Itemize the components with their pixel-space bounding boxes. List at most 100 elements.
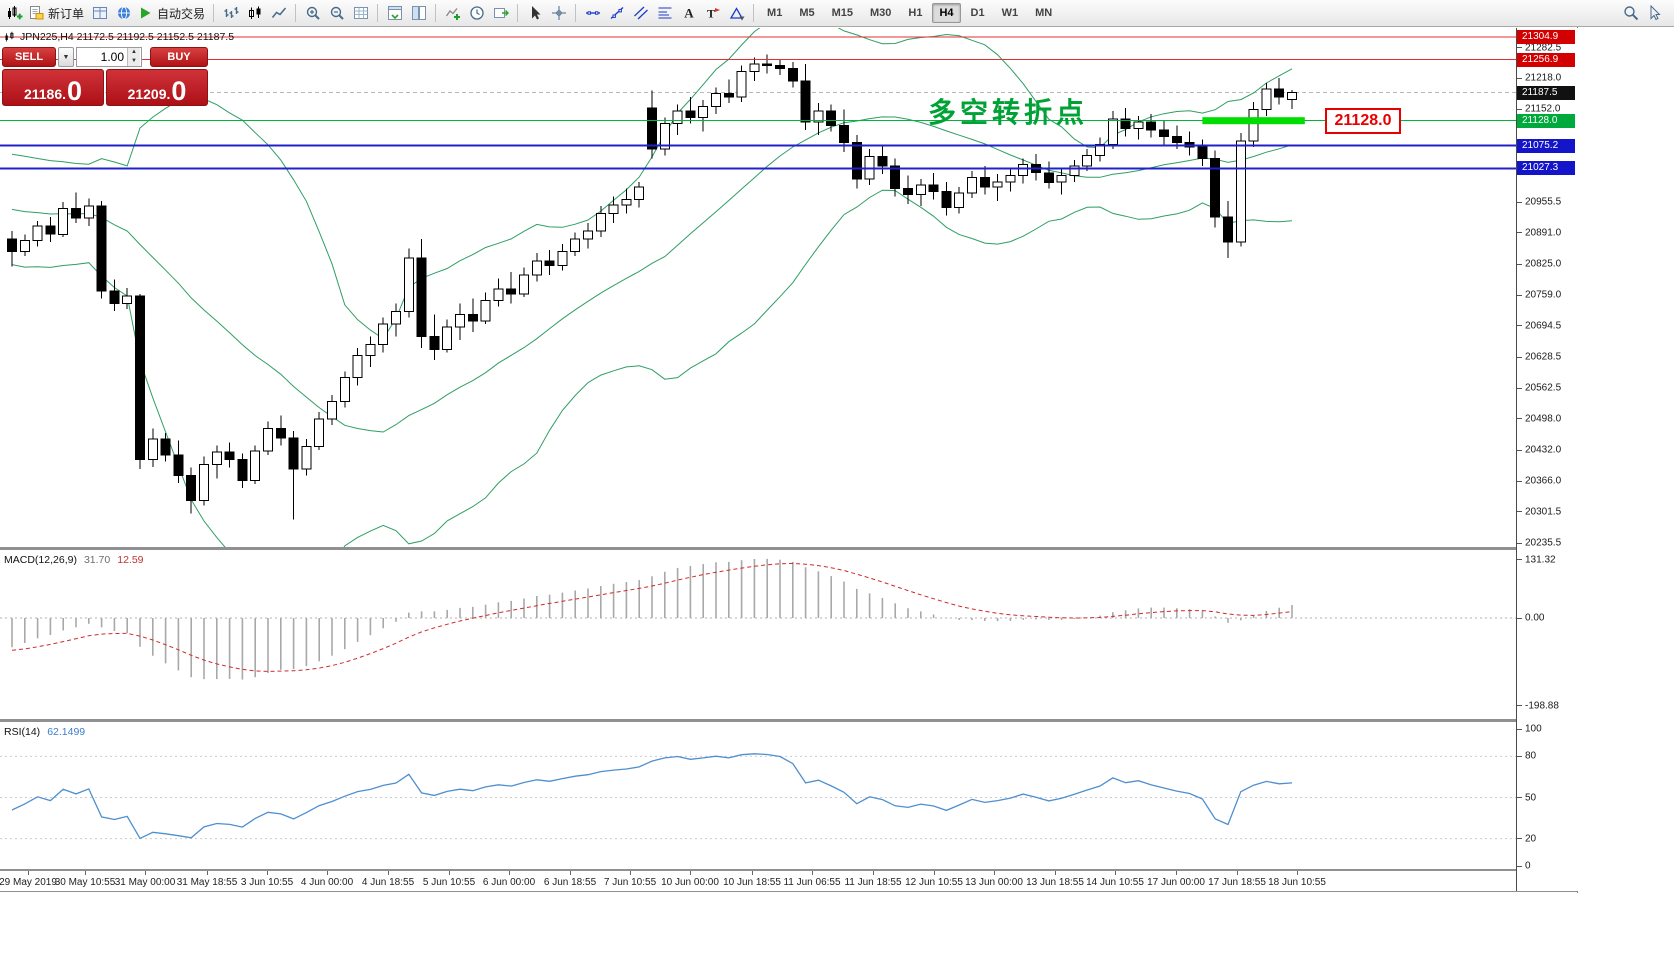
price-line-tag[interactable]: 21128.0 <box>1517 113 1575 128</box>
buy-button[interactable]: BUY <box>150 47 208 67</box>
time-tick <box>812 871 813 875</box>
zoom-out-icon <box>330 6 344 20</box>
macd-indicator-panel[interactable] <box>0 550 1516 719</box>
time-tick <box>1115 871 1116 875</box>
timeframe-m30[interactable]: M30 <box>870 7 892 19</box>
indicators-button[interactable] <box>441 2 464 24</box>
pointer-tool-button[interactable] <box>1642 2 1665 24</box>
toolbar-separator <box>213 4 215 22</box>
periods-button[interactable] <box>465 2 488 24</box>
tile-windows-icon <box>387 6 402 20</box>
bar-chart-icon <box>224 7 239 18</box>
rsi-axis-tick <box>1517 728 1522 730</box>
buy-price-text: 21209. <box>127 85 171 102</box>
bar-chart-button[interactable] <box>219 2 242 24</box>
price-line-tag[interactable]: 21304.9 <box>1517 29 1575 44</box>
toolbar-separator <box>295 4 297 22</box>
auto-arrange-button[interactable] <box>407 2 430 24</box>
time-label: 12 Jun 10:55 <box>905 877 963 888</box>
text-label-button[interactable]: T <box>701 2 724 24</box>
tile-windows-button[interactable] <box>383 2 406 24</box>
toolbar-right-group <box>1619 2 1665 24</box>
sell-price-button[interactable]: 21186. 0 <box>2 69 104 106</box>
autotrading-button[interactable]: 自动交易 <box>136 2 208 24</box>
crosshair-button[interactable] <box>547 2 570 24</box>
price-tick-tick <box>1517 356 1522 358</box>
horizontal-line-button[interactable] <box>581 2 604 24</box>
time-label: 6 Jun 18:55 <box>543 877 597 888</box>
price-axis[interactable]: 21282.5 21218.0 21152.0 20955.5 20891.0 20825… <box>1516 28 1578 891</box>
price-line-tag[interactable]: 21256.9 <box>1517 52 1575 67</box>
price-callout-label[interactable]: 21128.0 <box>1325 108 1401 134</box>
autotrading-icon <box>141 7 151 19</box>
timeframe-m15[interactable]: M15 <box>831 7 853 19</box>
time-label: 31 May 18:55 <box>176 877 238 888</box>
cursor-button[interactable] <box>523 2 546 24</box>
text-label-icon: T <box>707 7 720 21</box>
time-label: 4 Jun 18:55 <box>361 877 415 888</box>
rsi-axis-label: 50 <box>1525 792 1537 803</box>
line-chart-button[interactable] <box>267 2 290 24</box>
price-tick-tick <box>1517 387 1522 389</box>
search-button[interactable] <box>1619 2 1642 24</box>
timeframe-h4[interactable]: H4 <box>932 3 961 23</box>
timeframe-h1[interactable]: H1 <box>908 7 923 19</box>
bollinger-lower-band <box>11 189 1293 547</box>
zoom-out-button[interactable] <box>325 2 348 24</box>
time-label: 10 Jun 00:00 <box>661 877 719 888</box>
price-line-tag[interactable]: 21187.5 <box>1517 85 1575 100</box>
buy-price-button[interactable]: 21209. 0 <box>106 69 208 106</box>
timeframe-w1[interactable]: W1 <box>1001 7 1019 19</box>
chart-profiles-icon <box>92 7 107 19</box>
cursor-icon <box>531 6 541 20</box>
panel-divider[interactable] <box>0 869 1578 871</box>
grid-button[interactable] <box>349 2 372 24</box>
arrows-button[interactable] <box>725 2 748 24</box>
price-tick-tick <box>1517 542 1522 544</box>
time-tick <box>1297 871 1298 875</box>
time-tick <box>207 871 208 875</box>
fibonacci-retracement-icon <box>658 7 672 19</box>
new-order-button[interactable]: 新订单 <box>27 2 87 24</box>
time-axis[interactable]: 29 May 2019 30 May 10:55 31 May 00:00 31 Ma… <box>0 871 1516 891</box>
equidistant-channel-button[interactable] <box>629 2 652 24</box>
timeframe-mn[interactable]: MN <box>1035 7 1053 19</box>
volume-input[interactable] <box>77 48 127 66</box>
price-tick-label: 21152.0 <box>1525 103 1561 115</box>
panel-divider[interactable] <box>0 547 1578 550</box>
timeframe-m5[interactable]: M5 <box>799 7 815 19</box>
trendline-button[interactable] <box>605 2 628 24</box>
search-icon <box>1623 6 1638 21</box>
panel-divider[interactable] <box>0 719 1578 722</box>
time-tick <box>449 871 450 875</box>
sell-button[interactable]: SELL <box>2 47 56 67</box>
fibonacci-retracement-button[interactable] <box>653 2 676 24</box>
macd-axis-tick <box>1517 559 1522 561</box>
volume-dropdown[interactable]: ▼ <box>58 47 74 67</box>
chart-annotation-text[interactable]: 多空转折点 <box>928 97 1089 128</box>
time-tick <box>509 871 510 875</box>
volume-increase-button[interactable]: ▲ <box>128 48 140 57</box>
zoom-in-button[interactable] <box>301 2 324 24</box>
price-line-tag[interactable]: 21075.2 <box>1517 138 1575 153</box>
auto-scroll-button[interactable] <box>489 2 512 24</box>
timeframe-m1[interactable]: M1 <box>767 7 783 19</box>
price-tick-tick <box>1517 294 1522 296</box>
time-label: 18 Jun 10:55 <box>1268 877 1326 888</box>
text-button[interactable]: A <box>677 2 700 24</box>
timeframe-d1[interactable]: D1 <box>970 7 985 19</box>
rsi-indicator-panel[interactable] <box>0 722 1516 869</box>
time-tick <box>752 871 753 875</box>
time-label: 3 Jun 10:55 <box>240 877 294 888</box>
chart-profiles-button[interactable] <box>88 2 111 24</box>
volume-decrease-button[interactable]: ▼ <box>128 57 140 66</box>
new-chart-button[interactable] <box>3 2 26 24</box>
price-line-tag[interactable]: 21027.3 <box>1517 161 1575 176</box>
autotrading-label: 自动交易 <box>157 6 206 21</box>
candlestick-chart-button[interactable] <box>243 2 266 24</box>
time-tick <box>327 871 328 875</box>
mql5-community-button[interactable] <box>112 2 135 24</box>
time-label: 4 Jun 00:00 <box>300 877 354 888</box>
rsi-axis-label: 0 <box>1525 860 1531 872</box>
main-price-chart[interactable] <box>0 28 1516 547</box>
